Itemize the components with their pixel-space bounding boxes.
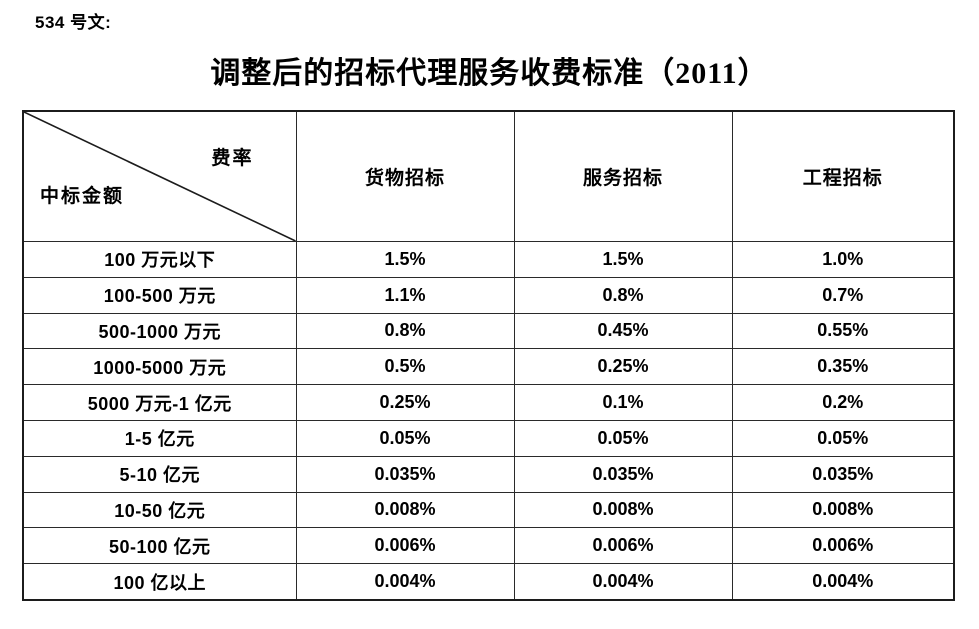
rate-cell-services: 1.5% bbox=[513, 241, 733, 278]
table-row: 100 亿以上 0.004% 0.004% 0.004% bbox=[22, 563, 955, 601]
amount-cell: 50-100 亿元 bbox=[22, 527, 297, 565]
page-title: 调整后的招标代理服务收费标准（2011） bbox=[210, 57, 769, 90]
rate-cell-goods: 1.5% bbox=[295, 241, 515, 278]
doc-number-label: 534 号文: bbox=[35, 13, 112, 32]
rate-cell-services: 0.035% bbox=[513, 455, 733, 493]
corner-label-amount: 中标金额 bbox=[40, 186, 125, 207]
table-header-row: 费率 中标金额 货物招标 服务招标 工程招标 bbox=[22, 110, 955, 242]
rate-cell-services: 0.25% bbox=[513, 348, 733, 386]
rate-cell-goods: 0.004% bbox=[295, 563, 515, 601]
rate-cell-engineering: 0.008% bbox=[731, 491, 955, 529]
rate-cell-engineering: 0.7% bbox=[731, 276, 955, 314]
rate-cell-engineering: 0.004% bbox=[731, 563, 955, 601]
amount-cell: 100 亿以上 bbox=[22, 563, 297, 601]
table-row: 5-10 亿元 0.035% 0.035% 0.035% bbox=[22, 455, 955, 493]
rate-cell-goods: 0.5% bbox=[295, 348, 515, 386]
rate-cell-engineering: 0.035% bbox=[731, 455, 955, 493]
amount-cell: 100-500 万元 bbox=[22, 276, 297, 314]
amount-cell: 5-10 亿元 bbox=[22, 455, 297, 493]
table-row: 1-5 亿元 0.05% 0.05% 0.05% bbox=[22, 419, 955, 457]
rate-cell-services: 0.1% bbox=[513, 384, 733, 421]
table-row: 100 万元以下 1.5% 1.5% 1.0% bbox=[22, 241, 955, 278]
column-header-goods: 货物招标 bbox=[295, 110, 515, 242]
rate-cell-goods: 0.05% bbox=[295, 419, 515, 457]
amount-cell: 100 万元以下 bbox=[22, 241, 297, 278]
table-row: 1000-5000 万元 0.5% 0.25% 0.35% bbox=[22, 348, 955, 386]
table-row: 10-50 亿元 0.008% 0.008% 0.008% bbox=[22, 491, 955, 529]
amount-cell: 1-5 亿元 bbox=[22, 419, 297, 457]
rate-cell-engineering: 0.2% bbox=[731, 384, 955, 421]
diagonal-divider-line bbox=[24, 112, 296, 241]
amount-cell: 1000-5000 万元 bbox=[22, 348, 297, 386]
rate-cell-goods: 0.035% bbox=[295, 455, 515, 493]
rate-cell-engineering: 0.55% bbox=[731, 312, 955, 350]
rate-cell-engineering: 0.006% bbox=[731, 527, 955, 565]
column-header-engineering: 工程招标 bbox=[731, 110, 955, 242]
column-header-services: 服务招标 bbox=[513, 110, 733, 242]
table-row: 100-500 万元 1.1% 0.8% 0.7% bbox=[22, 276, 955, 314]
table-body: 100 万元以下 1.5% 1.5% 1.0% 100-500 万元 1.1% … bbox=[22, 241, 955, 601]
corner-header-cell: 费率 中标金额 bbox=[22, 110, 297, 242]
rate-cell-services: 0.006% bbox=[513, 527, 733, 565]
rate-cell-services: 0.8% bbox=[513, 276, 733, 314]
rate-cell-goods: 0.008% bbox=[295, 491, 515, 529]
rate-cell-goods: 1.1% bbox=[295, 276, 515, 314]
amount-cell: 500-1000 万元 bbox=[22, 312, 297, 350]
amount-cell: 10-50 亿元 bbox=[22, 491, 297, 529]
rate-cell-goods: 0.006% bbox=[295, 527, 515, 565]
rate-cell-services: 0.45% bbox=[513, 312, 733, 350]
table-row: 500-1000 万元 0.8% 0.45% 0.55% bbox=[22, 312, 955, 350]
rate-cell-engineering: 1.0% bbox=[731, 241, 955, 278]
rate-cell-goods: 0.8% bbox=[295, 312, 515, 350]
rate-cell-engineering: 0.35% bbox=[731, 348, 955, 386]
rate-cell-services: 0.008% bbox=[513, 491, 733, 529]
rate-cell-services: 0.05% bbox=[513, 419, 733, 457]
rate-cell-services: 0.004% bbox=[513, 563, 733, 601]
fee-rate-table: 费率 中标金额 货物招标 服务招标 工程招标 100 万元以下 1.5% 1.5… bbox=[22, 110, 955, 601]
amount-cell: 5000 万元-1 亿元 bbox=[22, 384, 297, 421]
table-row: 5000 万元-1 亿元 0.25% 0.1% 0.2% bbox=[22, 384, 955, 421]
table-row: 50-100 亿元 0.006% 0.006% 0.006% bbox=[22, 527, 955, 565]
rate-cell-goods: 0.25% bbox=[295, 384, 515, 421]
rate-cell-engineering: 0.05% bbox=[731, 419, 955, 457]
corner-label-rate: 费率 bbox=[211, 148, 254, 169]
